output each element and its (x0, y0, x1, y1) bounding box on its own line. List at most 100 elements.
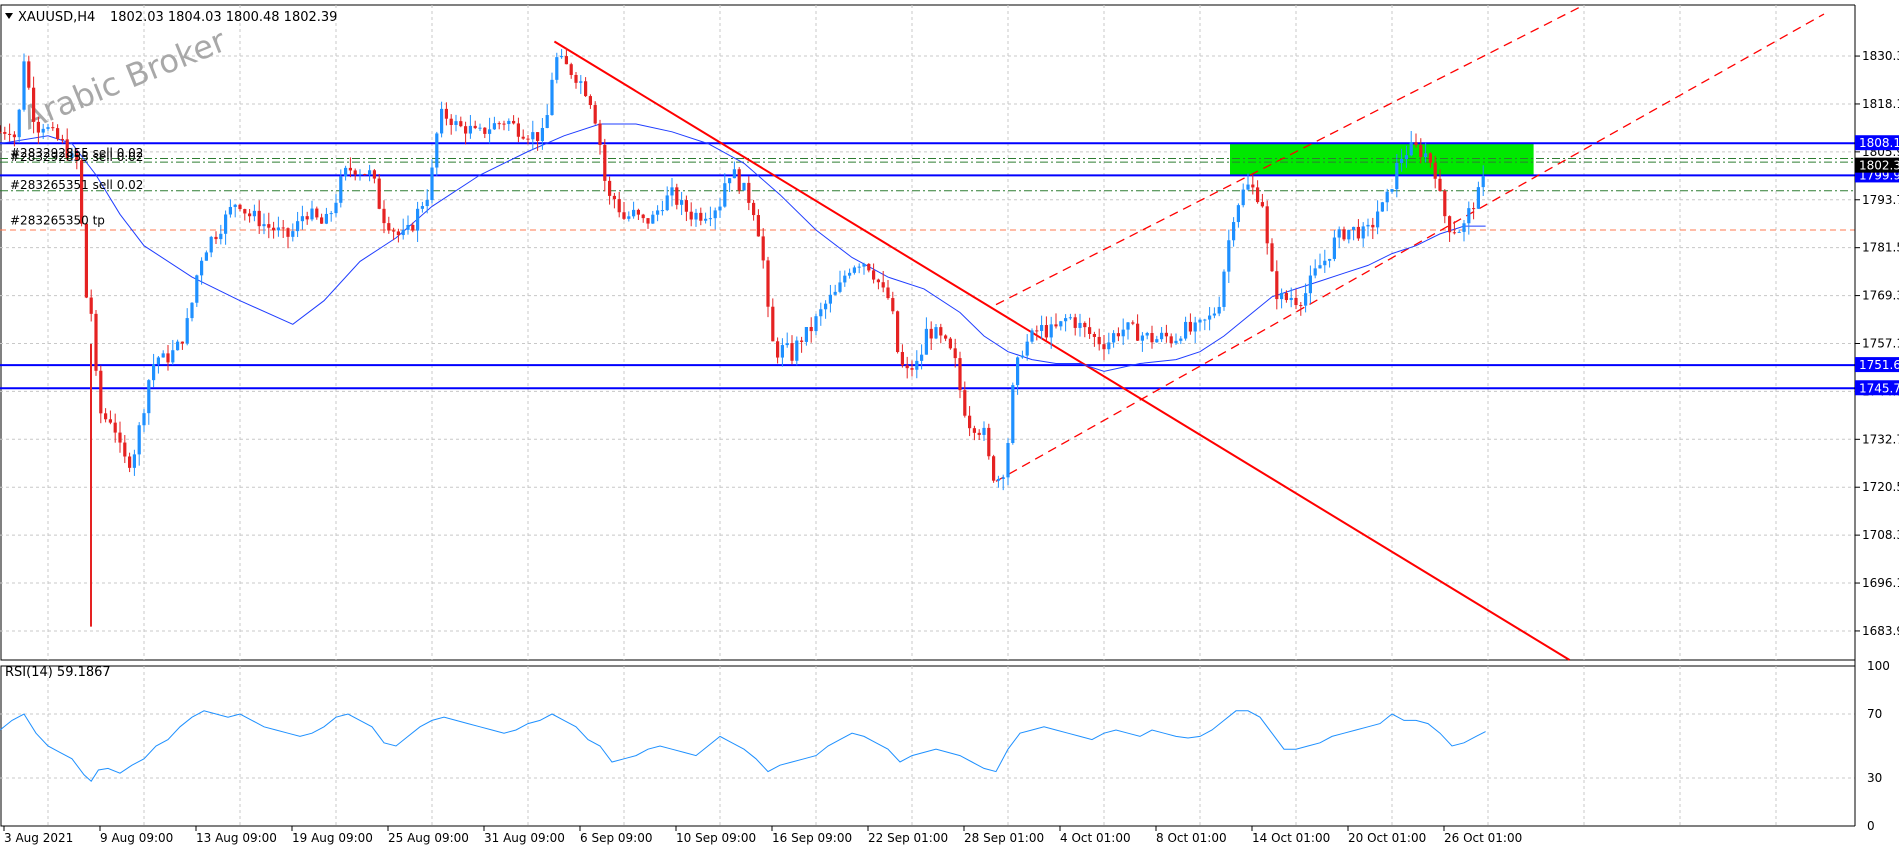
candle-body (1294, 297, 1298, 306)
candle-body (137, 425, 141, 455)
rsi-level-label: 70 (1867, 707, 1882, 721)
candle-body (752, 202, 756, 216)
candle-body (1256, 187, 1260, 203)
candle-body (1404, 155, 1408, 160)
level-price-label: 1751.60 (1859, 358, 1899, 372)
candle-body (800, 340, 804, 342)
candle-body (89, 297, 93, 314)
candle-body (761, 236, 765, 261)
candle-body (848, 272, 852, 276)
price-tick-label: 1769.30 (1862, 289, 1899, 303)
candle-body (142, 413, 146, 426)
candle-body (449, 118, 453, 125)
time-axis: 3 Aug 2021 9 Aug 09:00 13 Aug 09:00 19 Aug … (3, 826, 1522, 845)
candle-body (324, 213, 328, 224)
candle-body (728, 178, 732, 184)
candle-body (1462, 223, 1466, 232)
candle-body (1227, 240, 1231, 272)
candle-body (75, 153, 79, 161)
candle-body (156, 357, 160, 365)
candle-body (872, 270, 876, 280)
candle-body (891, 298, 895, 312)
candle-body (929, 328, 933, 339)
candle-body (329, 213, 333, 215)
candle-body (742, 182, 746, 191)
candle-body (617, 199, 621, 213)
candle-body (540, 127, 544, 141)
candle-body (1001, 477, 1005, 480)
candle-body (41, 128, 45, 133)
candle-body (1044, 325, 1048, 338)
supply-zone[interactable] (1230, 143, 1534, 176)
candle-body (305, 216, 309, 220)
price-tick-label: 1781.50 (1862, 241, 1899, 255)
candle-body (238, 204, 242, 210)
candle-body (689, 211, 693, 220)
rsi-level-label: 0 (1867, 819, 1875, 833)
candle-body (176, 341, 180, 351)
candle-body (569, 64, 573, 75)
candle-body (1011, 385, 1015, 444)
candle-body (420, 206, 424, 209)
level-price-tag (1855, 380, 1899, 396)
candle-body (1073, 317, 1077, 328)
price-tick-label: 1732.70 (1862, 432, 1899, 446)
candle-body (1140, 335, 1144, 341)
candle-body (411, 224, 415, 231)
candle-body (747, 182, 751, 203)
candle-body (368, 170, 372, 175)
candle-body (996, 479, 1000, 481)
candle-body (992, 456, 996, 481)
candle-body (828, 294, 832, 304)
candle-body (593, 105, 597, 124)
candle-body (862, 263, 866, 267)
candle-body (1270, 243, 1274, 272)
candle-body (1174, 340, 1178, 344)
time-tick-label: 4 Oct 01:00 (1060, 831, 1131, 845)
chevron-down-icon[interactable] (5, 13, 13, 19)
candle-body (468, 125, 472, 134)
candle-body (737, 169, 741, 191)
rsi-panel: 100 70 30 0 (0, 659, 1890, 833)
candle-body (123, 442, 127, 457)
candle-body (483, 127, 487, 134)
price-tick-label: 1757.10 (1862, 336, 1899, 350)
candle-body (780, 345, 784, 358)
candle-body (771, 306, 775, 342)
candle-body (1424, 153, 1428, 158)
candle-body (377, 178, 381, 209)
candle-body (1289, 297, 1293, 301)
candle-body (1208, 315, 1212, 320)
candle-body (1236, 205, 1240, 223)
candle-body (1376, 211, 1380, 228)
candle-body (963, 390, 967, 416)
candle-body (1035, 330, 1039, 332)
candle-body (665, 195, 669, 211)
candle-body (934, 327, 938, 339)
candle-body (1097, 336, 1101, 345)
candle-body (704, 218, 708, 221)
candle-body (915, 360, 919, 370)
rsi-level-label: 100 (1867, 659, 1890, 673)
candle-body (1025, 341, 1029, 356)
order-labels: #283292855 sell 0.02#283292855 sell 0.02… (10, 146, 143, 228)
candle-body (267, 224, 271, 228)
candle-body (1203, 319, 1207, 321)
level-price-tag (1855, 135, 1899, 151)
candle-body (70, 153, 74, 159)
candle-body (1457, 231, 1461, 233)
candle-body (430, 167, 434, 201)
candle-body (425, 200, 429, 207)
candle-body (718, 206, 722, 211)
candle-body (1433, 162, 1437, 179)
candle-body (804, 327, 808, 342)
candle-body (516, 123, 520, 137)
candle-body (195, 275, 199, 303)
time-tick-label: 8 Oct 01:00 (1156, 831, 1227, 845)
candle-body (22, 61, 26, 110)
candle-body (1040, 325, 1044, 331)
candle-body (1126, 322, 1130, 330)
candle-body (1092, 333, 1096, 337)
